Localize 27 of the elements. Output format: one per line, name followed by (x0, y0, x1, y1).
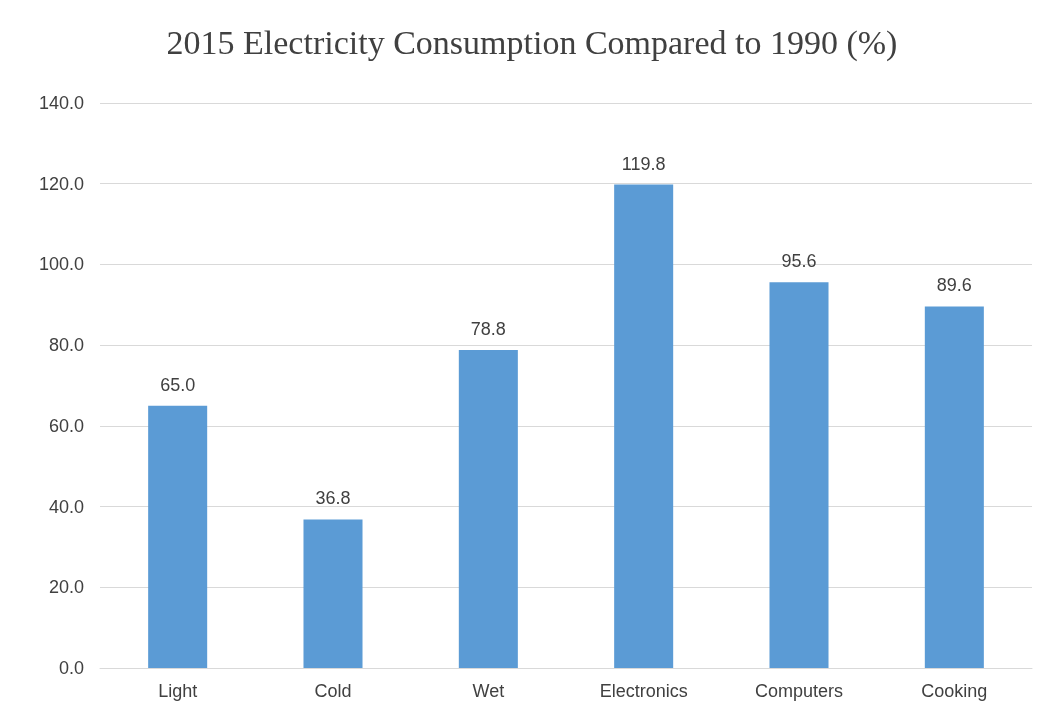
x-tick-label: Electronics (599, 681, 688, 701)
y-tick-label: 40.0 (48, 496, 84, 517)
data-label: 36.8 (315, 488, 351, 509)
x-tick-label: Cold (314, 681, 352, 701)
y-tick-label: 80.0 (48, 335, 84, 356)
bar (614, 184, 674, 668)
bar (924, 306, 984, 668)
data-label: 89.6 (936, 275, 972, 296)
data-label: 119.8 (621, 153, 666, 174)
bar (458, 349, 518, 668)
x-tick-label: Light (158, 681, 198, 701)
x-tick-label: Computers (754, 681, 844, 701)
x-tick-label: Cooking (921, 681, 988, 701)
y-tick-label: 0.0 (58, 658, 84, 678)
bar (769, 282, 829, 668)
data-label: 95.6 (781, 251, 817, 272)
y-tick-label: 140.0 (38, 93, 84, 113)
y-tick-label: 60.0 (48, 415, 84, 436)
data-label: 78.8 (470, 318, 506, 339)
y-tick-label: 20.0 (48, 577, 84, 598)
bar (303, 519, 363, 668)
bar (148, 405, 208, 668)
y-tick-label: 100.0 (38, 254, 84, 275)
y-tick-label: 120.0 (38, 173, 84, 194)
x-tick-label: Wet (472, 681, 505, 701)
data-label: 65.0 (160, 374, 196, 395)
chart-title: 2015 Electricity Consumption Compared to 1990 (%) (166, 23, 898, 62)
